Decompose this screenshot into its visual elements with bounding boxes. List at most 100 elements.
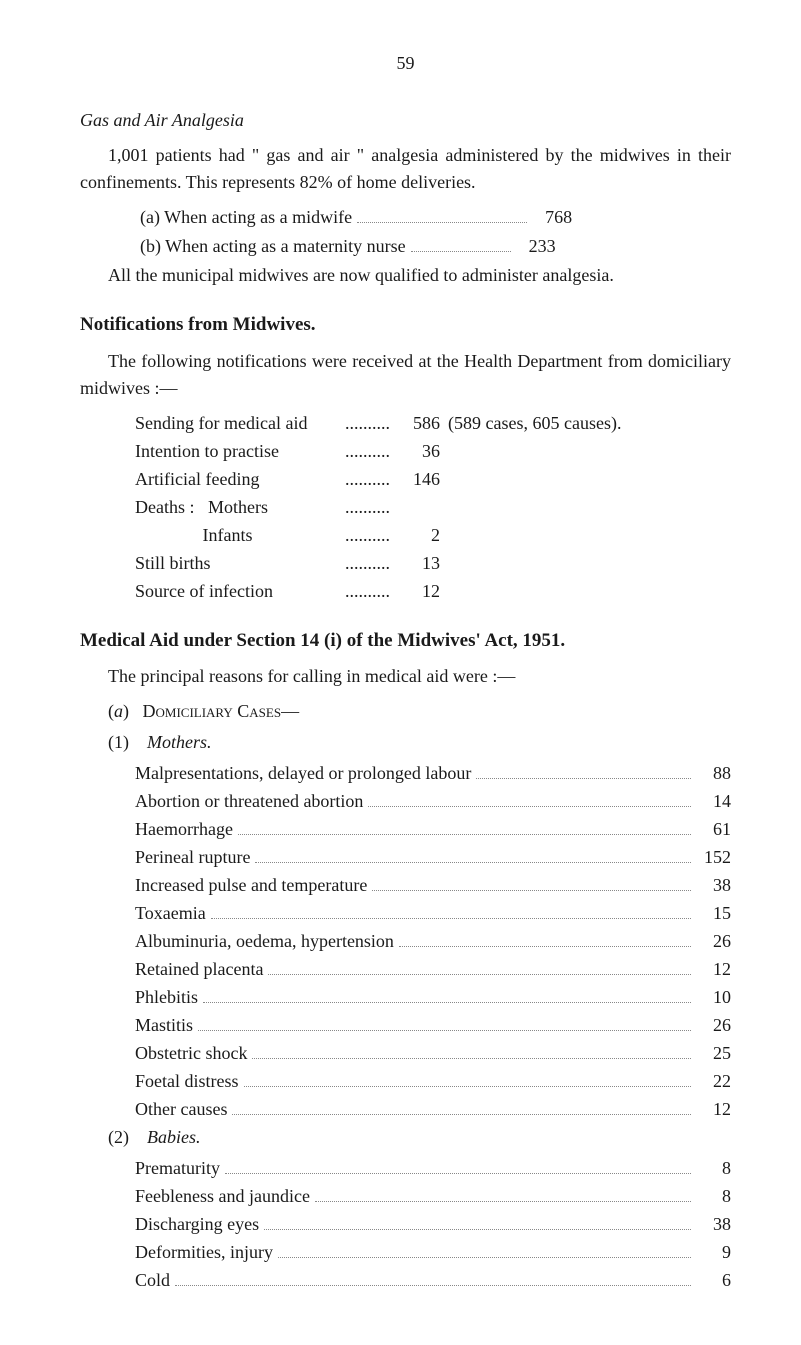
notif-value: 36 (400, 438, 440, 465)
notification-row: Deaths : Mothers .......... (135, 494, 731, 521)
notification-row: Sending for medical aid .......... 586(5… (135, 410, 731, 437)
dots: .......... (345, 410, 390, 437)
notifications-intro: The following notifications were receive… (80, 348, 731, 402)
cause-value: 38 (696, 872, 731, 899)
dots (476, 778, 691, 779)
dots (175, 1285, 691, 1286)
dots (372, 890, 691, 891)
dots: .......... (345, 550, 390, 577)
dots (232, 1114, 691, 1115)
cause-row: Perineal rupture152 (135, 844, 731, 871)
notif-value: 146 (400, 466, 440, 493)
cause-label: Mastitis (135, 1012, 193, 1039)
cause-row: Retained placenta12 (135, 956, 731, 983)
medical-aid-intro: The principal reasons for calling in med… (80, 663, 731, 690)
gas-air-para1: 1,001 patients had " gas and air " analg… (80, 142, 731, 196)
dots (411, 251, 511, 252)
item-b-value: 233 (516, 233, 556, 260)
dots (315, 1201, 691, 1202)
cause-label: Deformities, injury (135, 1239, 273, 1266)
cause-row: Haemorrhage 61 (135, 816, 731, 843)
cause-row: Albuminuria, oedema, hypertension26 (135, 928, 731, 955)
dots (264, 1229, 691, 1230)
notification-row: Intention to practise .......... 36 (135, 438, 731, 465)
cause-value: 14 (696, 788, 731, 815)
cause-row: Foetal distress22 (135, 1068, 731, 1095)
cause-label: Phlebitis (135, 984, 198, 1011)
item-a-row: (a) When acting as a midwife 768 (140, 204, 731, 231)
cause-label: Prematurity (135, 1155, 220, 1182)
notifications-list: Sending for medical aid .......... 586(5… (80, 410, 731, 605)
notif-label: Artificial feeding (135, 466, 345, 493)
item-a-label: (a) When acting as a midwife (140, 204, 352, 231)
document-page: 59 Gas and Air Analgesia 1,001 patients … (0, 0, 801, 1345)
dots (244, 1086, 692, 1087)
cause-label: Haemorrhage (135, 816, 233, 843)
notifications-heading: Notifications from Midwives. (80, 311, 731, 340)
cause-row: Obstetric shock25 (135, 1040, 731, 1067)
cause-row: Deformities, injury 9 (135, 1239, 731, 1266)
dots (198, 1030, 691, 1031)
dots (225, 1173, 691, 1174)
cause-row: Increased pulse and temperature38 (135, 872, 731, 899)
cause-value: 15 (696, 900, 731, 927)
notif-label: Intention to practise (135, 438, 345, 465)
cause-row: Malpresentations, delayed or prolonged l… (135, 760, 731, 787)
cause-value: 9 (696, 1239, 731, 1266)
dots (238, 834, 691, 835)
cause-label: Toxaemia (135, 900, 206, 927)
dots: .......... (345, 522, 390, 549)
cause-row: Other causes12 (135, 1096, 731, 1123)
cause-label: Feebleness and jaundice (135, 1183, 310, 1210)
dots: .......... (345, 466, 390, 493)
cause-row: Mastitis 26 (135, 1012, 731, 1039)
medical-aid-heading: Medical Aid under Section 14 (i) of the … (80, 627, 731, 656)
notif-label: Still births (135, 550, 345, 577)
cause-row: Phlebitis10 (135, 984, 731, 1011)
sub-1: (1) Mothers. (108, 729, 731, 756)
dots (252, 1058, 691, 1059)
notif-value: 586 (400, 410, 440, 437)
notif-label: Infants (135, 522, 345, 549)
notification-row: Infants .......... 2 (135, 522, 731, 549)
cause-value: 38 (696, 1211, 731, 1238)
dots (278, 1257, 691, 1258)
dots: .......... (345, 438, 390, 465)
gas-air-heading: Gas and Air Analgesia (80, 107, 731, 134)
notif-value: 13 (400, 550, 440, 577)
notification-row: Artificial feeding .......... 146 (135, 466, 731, 493)
cause-value: 8 (696, 1183, 731, 1210)
cause-value: 12 (696, 1096, 731, 1123)
item-b-row: (b) When acting as a maternity nurse 233 (140, 233, 731, 260)
cause-value: 26 (696, 1012, 731, 1039)
cause-label: Discharging eyes (135, 1211, 259, 1238)
dots (211, 918, 691, 919)
cause-value: 152 (696, 844, 731, 871)
cause-row: Feebleness and jaundice 8 (135, 1183, 731, 1210)
cause-value: 12 (696, 956, 731, 983)
page-number: 59 (80, 50, 731, 77)
babies-list: Prematurity8Feebleness and jaundice8Disc… (80, 1155, 731, 1294)
dots (203, 1002, 691, 1003)
mothers-list: Malpresentations, delayed or prolonged l… (80, 760, 731, 1123)
cause-value: 8 (696, 1155, 731, 1182)
notification-row: Source of infection .......... 12 (135, 578, 731, 605)
cause-row: Abortion or threatened abortion 14 (135, 788, 731, 815)
cause-label: Malpresentations, delayed or prolonged l… (135, 760, 471, 787)
cause-label: Abortion or threatened abortion (135, 788, 363, 815)
dots (368, 806, 691, 807)
cause-value: 22 (696, 1068, 731, 1095)
notif-value: 2 (400, 522, 440, 549)
cause-row: Discharging eyes 38 (135, 1211, 731, 1238)
section-a: (a) Domiciliary Cases— (108, 698, 731, 725)
cause-label: Obstetric shock (135, 1040, 247, 1067)
dots (268, 974, 691, 975)
cause-row: Prematurity 8 (135, 1155, 731, 1182)
notif-label: Source of infection (135, 578, 345, 605)
cause-value: 61 (696, 816, 731, 843)
item-a-value: 768 (532, 204, 572, 231)
notif-label: Deaths : Mothers (135, 494, 345, 521)
cause-row: Toxaemia 15 (135, 900, 731, 927)
gas-air-para2: All the municipal midwives are now quali… (80, 262, 731, 289)
notif-value: 12 (400, 578, 440, 605)
